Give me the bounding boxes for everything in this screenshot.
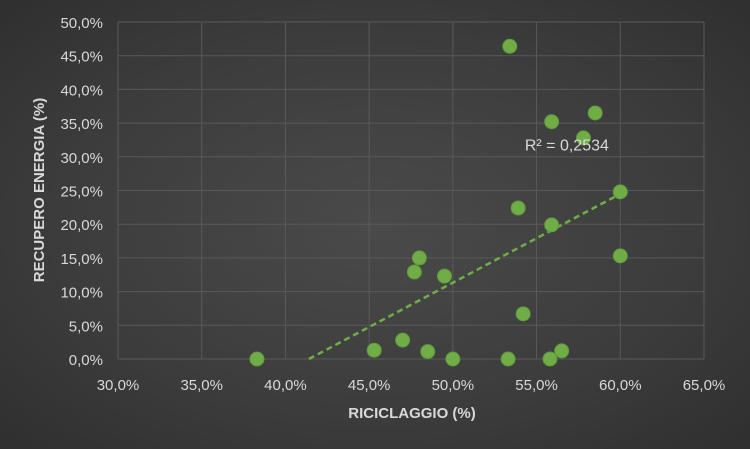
data-point: [420, 344, 436, 360]
data-point: [554, 343, 570, 359]
y-tick-label: 50,0%: [60, 15, 103, 32]
x-tick-label: 40,0%: [264, 377, 307, 394]
y-axis-label: RECUPERO ENERGIA (%): [31, 98, 48, 282]
y-tick-label: 30,0%: [60, 150, 103, 167]
data-point: [542, 351, 558, 367]
x-tick-label: 55,0%: [515, 377, 558, 394]
x-axis-label: RICICLAGGIO (%): [348, 405, 476, 422]
data-point: [612, 248, 628, 264]
r-squared-label: R² = 0,2534: [525, 138, 609, 155]
trendline: [308, 192, 621, 361]
x-axis-ticks: 30,0% 35,0% 40,0% 45,0% 50,0% 55,0% 60,0% 65,0%: [97, 377, 726, 394]
data-point: [515, 306, 531, 322]
x-tick-label: 35,0%: [180, 377, 223, 394]
data-point: [544, 217, 560, 233]
data-point: [510, 200, 526, 216]
trendline-group: [308, 192, 621, 361]
x-tick-label: 60,0%: [599, 377, 642, 394]
y-tick-label: 0,0%: [69, 352, 103, 369]
y-tick-label: 10,0%: [60, 285, 103, 302]
data-point: [544, 114, 560, 130]
x-tick-label: 50,0%: [432, 377, 475, 394]
data-point: [445, 351, 461, 367]
y-axis-ticks: 0,0% 5,0% 10,0% 15,0% 20,0% 25,0% 30,0% 35,0% 40…: [60, 15, 103, 369]
y-tick-label: 5,0%: [69, 318, 103, 335]
x-tick-label: 65,0%: [683, 377, 726, 394]
data-point: [612, 184, 628, 200]
y-tick-label: 20,0%: [60, 217, 103, 234]
data-point: [395, 332, 411, 348]
data-point: [587, 105, 603, 121]
x-tick-label: 45,0%: [348, 377, 391, 394]
data-points: [249, 38, 628, 367]
y-tick-label: 15,0%: [60, 251, 103, 268]
x-tick-label: 30,0%: [97, 377, 140, 394]
data-point: [366, 342, 382, 358]
data-point: [249, 351, 265, 367]
y-tick-label: 45,0%: [60, 49, 103, 66]
data-point: [500, 351, 516, 367]
y-tick-label: 25,0%: [60, 184, 103, 201]
data-point: [502, 38, 518, 54]
y-tick-label: 40,0%: [60, 82, 103, 99]
data-point: [575, 130, 591, 146]
data-point: [411, 250, 427, 266]
y-tick-label: 35,0%: [60, 116, 103, 133]
data-point: [406, 264, 422, 280]
data-point: [436, 268, 452, 284]
